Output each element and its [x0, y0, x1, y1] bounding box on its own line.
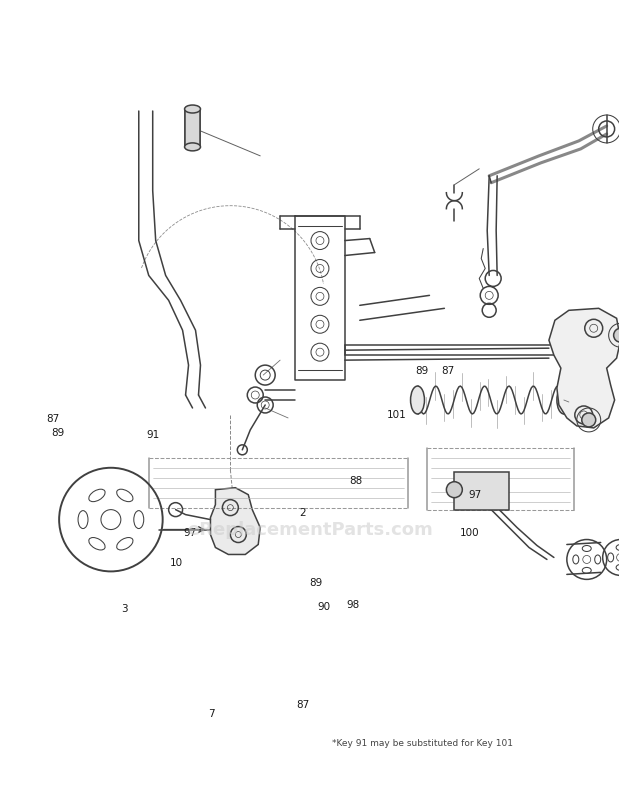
Circle shape [446, 482, 463, 498]
Text: 87: 87 [441, 367, 454, 376]
Polygon shape [549, 308, 620, 428]
Text: *Key 91 may be substituted for Key 101: *Key 91 may be substituted for Key 101 [332, 739, 513, 747]
Text: 89: 89 [309, 578, 323, 588]
Ellipse shape [410, 386, 425, 414]
Text: 90: 90 [317, 602, 330, 612]
Text: 100: 100 [459, 528, 479, 538]
Ellipse shape [557, 386, 571, 414]
Text: 101: 101 [386, 411, 406, 420]
Text: 87: 87 [46, 414, 60, 423]
Text: 87: 87 [296, 699, 309, 710]
Circle shape [582, 413, 596, 427]
Text: 89: 89 [415, 367, 429, 376]
Ellipse shape [185, 143, 200, 151]
Text: eReplacementParts.com: eReplacementParts.com [187, 520, 433, 539]
Text: 91: 91 [146, 431, 159, 440]
Text: 89: 89 [51, 428, 65, 438]
Text: 10: 10 [169, 558, 183, 569]
Text: 7: 7 [208, 709, 215, 719]
Text: 3: 3 [122, 604, 128, 614]
Text: 2: 2 [299, 508, 306, 518]
Circle shape [614, 328, 620, 342]
Text: 97: 97 [183, 528, 197, 538]
Ellipse shape [185, 105, 200, 113]
Text: 98: 98 [347, 600, 360, 610]
Text: 97: 97 [469, 490, 482, 500]
Text: 88: 88 [350, 476, 363, 486]
Bar [185, 109, 200, 147]
Polygon shape [210, 488, 260, 554]
FancyBboxPatch shape [454, 472, 509, 509]
